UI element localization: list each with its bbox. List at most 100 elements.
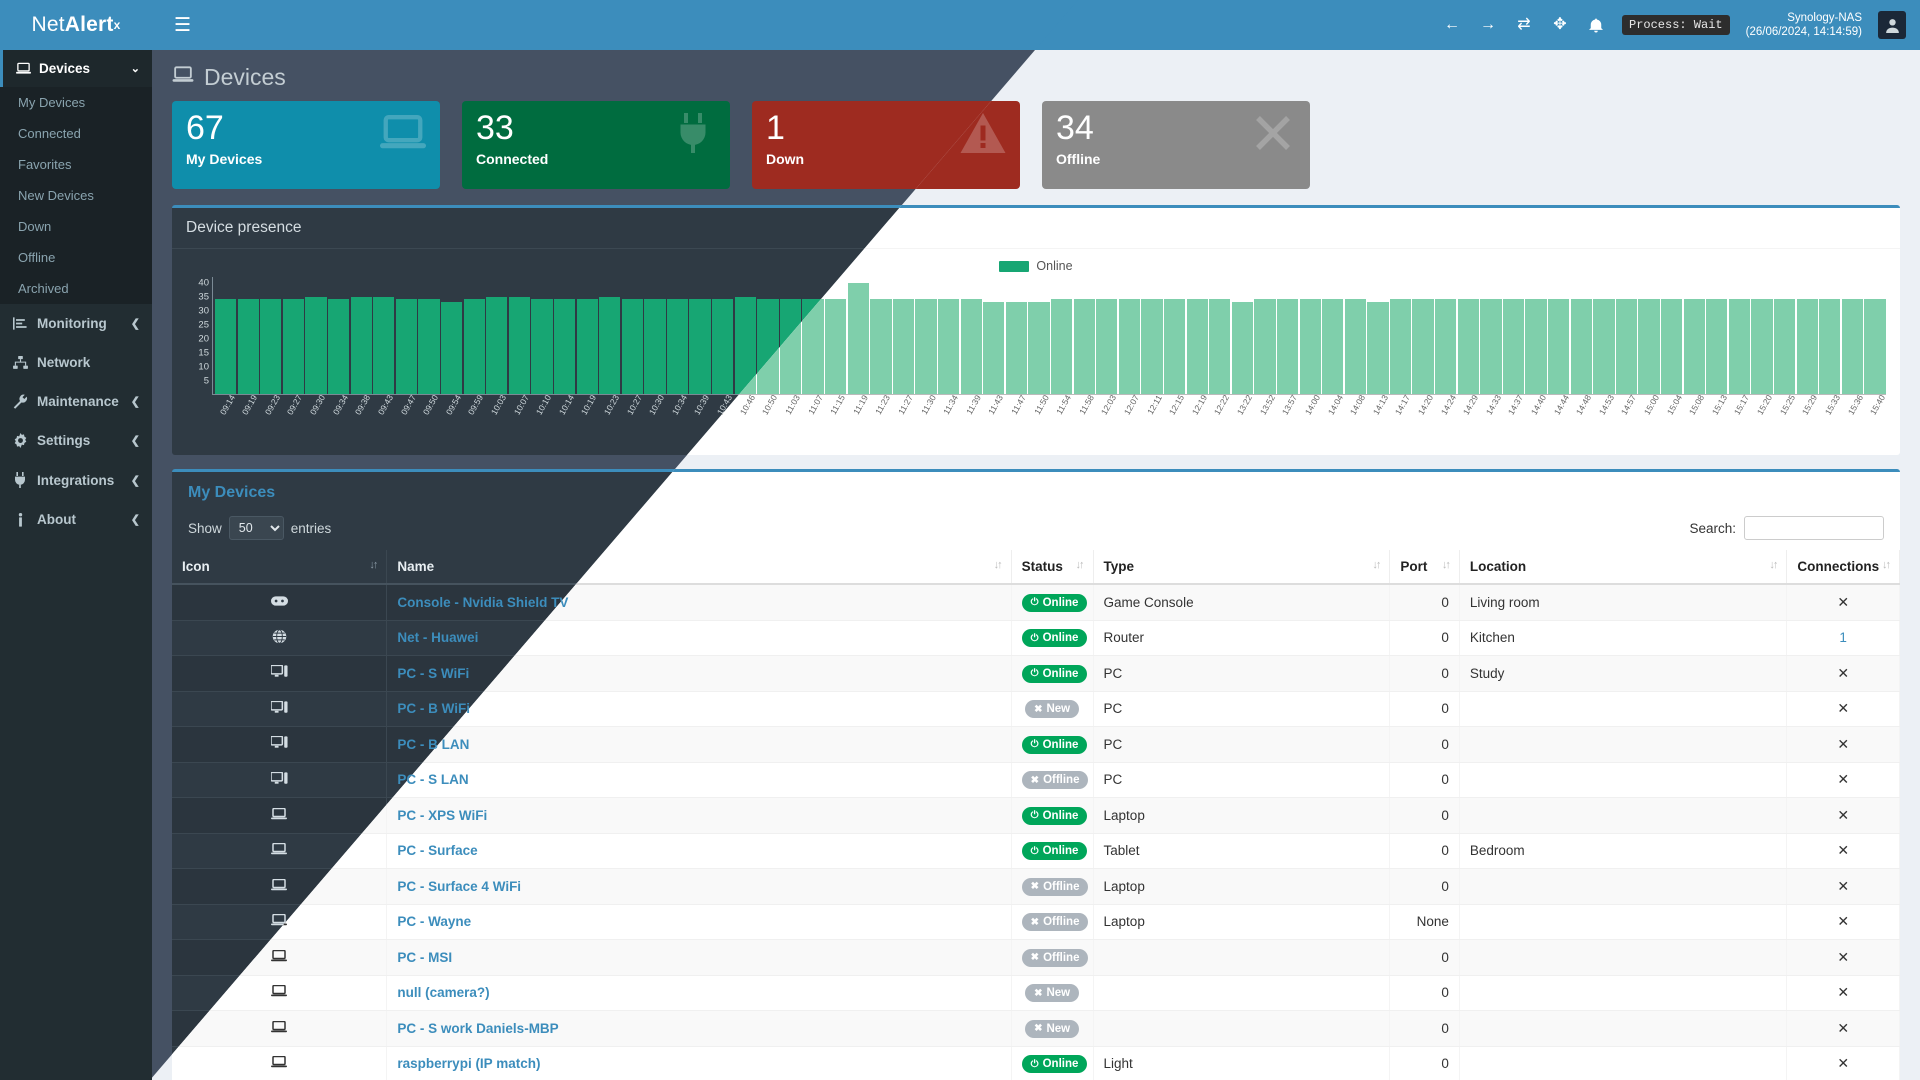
sidebar-subitem-down[interactable]: Down (0, 211, 152, 242)
sidebar-item-monitoring[interactable]: Monitoring ❮ (0, 304, 152, 343)
x-tick-label: 12:19 (1189, 393, 1209, 417)
avatar[interactable] (1878, 11, 1906, 39)
device-name-link[interactable]: PC - S LAN (397, 772, 469, 788)
x-tick-label: 09:50 (420, 393, 441, 417)
sidebar-subitem-new-devices[interactable]: New Devices (0, 180, 152, 211)
device-name-link[interactable]: Console - Nvidia Shield TV (397, 594, 569, 610)
device-name-link[interactable]: raspberrypi (IP match) (397, 1056, 541, 1072)
device-name-link[interactable]: PC - Wayne (397, 914, 472, 930)
search-input[interactable] (1744, 516, 1884, 540)
column-header-port[interactable]: Port ↓↑ (1389, 550, 1460, 585)
device-connections-cell: ✕ (1786, 797, 1900, 834)
device-name-link[interactable]: Net - Huawei (397, 630, 479, 646)
device-name-link[interactable]: PC - S work Daniels-MBP (397, 1020, 559, 1036)
sort-icon[interactable]: ↓↑ (1075, 559, 1085, 571)
back-arrow-icon[interactable]: ← (1444, 16, 1460, 33)
sync-icon[interactable]: ⇄ (1517, 16, 1531, 33)
legend-label-online: Online (1036, 259, 1073, 273)
column-header-conn[interactable]: Connections↓↑ (1786, 550, 1900, 585)
sidebar-item-network[interactable]: Network (0, 343, 152, 382)
sort-icon[interactable]: ↓↑ (1882, 559, 1891, 571)
sidebar-item-settings[interactable]: Settings ❮ (0, 421, 152, 460)
page-title-bar: Devices (152, 50, 1920, 101)
column-header-label: Port (1400, 559, 1428, 574)
device-port-cell: 0 (1389, 584, 1460, 621)
device-location-cell (1459, 975, 1788, 1011)
chevron-left-icon: ❮ (130, 396, 140, 408)
sidebar-subitem-my-devices[interactable]: My Devices (0, 87, 152, 118)
times-icon: ✕ (1837, 664, 1850, 681)
stat-card-value: 1 (766, 109, 785, 147)
laptop-icon (15, 62, 31, 75)
bell-icon[interactable] (1586, 15, 1606, 35)
chart-bar (418, 299, 440, 394)
stat-card-offline[interactable]: 34 Offline (1042, 101, 1310, 189)
globe-icon (272, 629, 287, 647)
times-icon: ✕ (1837, 735, 1850, 752)
move-icon[interactable]: ✥ (1553, 16, 1567, 33)
sort-icon[interactable]: ↓↑ (1372, 559, 1381, 571)
chart-bar (1615, 299, 1638, 394)
device-name-link[interactable]: PC - Surface (397, 843, 478, 859)
x-tick-label: 10:07 (511, 393, 531, 417)
device-icon-cell (172, 691, 388, 727)
sort-icon[interactable]: ↓↑ (993, 559, 1003, 571)
table-row[interactable]: PC - MSI ✖Offline 0 ✕ (172, 939, 1900, 976)
column-header-loc[interactable]: Location ↓↑ (1459, 550, 1788, 585)
forward-arrow-icon[interactable]: → (1480, 16, 1496, 33)
sort-icon[interactable]: ↓↑ (1441, 559, 1451, 571)
device-name-link[interactable]: PC - S WiFi (397, 665, 470, 681)
device-status-cell: ✖New (1011, 1010, 1094, 1047)
laptop-icon (172, 66, 194, 89)
sidebar-item-label: Settings (37, 433, 91, 448)
device-name-link[interactable]: null (camera?) (397, 985, 490, 1001)
sidebar-subitem-connected[interactable]: Connected (0, 118, 152, 149)
table-row[interactable]: PC - B LAN ⏻Online PC0 ✕ (172, 726, 1900, 763)
sidebar-subitem-archived[interactable]: Archived (0, 273, 152, 304)
x-tick: 10:30 (644, 393, 667, 449)
page-length-select[interactable]: 102550100 (228, 516, 284, 540)
sidebar-item-devices[interactable]: Devices ⌄ (0, 50, 152, 87)
chart-bar (1593, 299, 1615, 394)
device-name-link[interactable]: PC - MSI (397, 949, 453, 965)
device-type-cell: PC (1093, 726, 1391, 763)
sidebar-item-maintenance[interactable]: Maintenance ❮ (0, 382, 152, 421)
status-badge-label: New (1046, 703, 1071, 715)
column-header-type[interactable]: Type ↓↑ (1093, 550, 1391, 585)
device-name-link[interactable]: PC - B WiFi (397, 701, 471, 717)
table-row[interactable]: PC - S work Daniels-MBP ✖New 0 ✕ (172, 1010, 1900, 1047)
gamepad-icon (270, 595, 288, 610)
devices-table-header: My Devices (172, 472, 1900, 510)
column-header-status[interactable]: Status ↓↑ (1011, 550, 1094, 585)
times-icon (1250, 113, 1296, 160)
sidebar-item-about[interactable]: About ❮ (0, 500, 152, 539)
connections-link[interactable]: 1 (1839, 630, 1847, 646)
sort-icon[interactable]: ↓↑ (369, 559, 378, 571)
x-tick-label: 10:30 (647, 393, 667, 417)
stat-card-my-devices[interactable]: 67 My Devices (172, 101, 440, 189)
sidebar-subitem-favorites[interactable]: Favorites (0, 149, 152, 180)
sort-icon[interactable]: ↓↑ (1769, 559, 1778, 571)
sidebar-item-integrations[interactable]: Integrations ❮ (0, 460, 152, 500)
x-tick-label: 14:00 (1302, 393, 1322, 417)
stat-card-connected[interactable]: 33 Connected (462, 101, 730, 189)
column-header-label: Connections (1797, 559, 1880, 574)
sidebar-subitem-offline[interactable]: Offline (0, 242, 152, 273)
x-tick: 15:13 (1706, 393, 1729, 449)
table-row[interactable]: null (camera?) ✖New 0 ✕ (172, 975, 1900, 1011)
y-tick-label: 25 (198, 319, 209, 330)
column-header-icon[interactable]: Icon ↓↑ (172, 550, 388, 585)
x-tick-label: 09:14 (217, 393, 237, 417)
device-name-link[interactable]: PC - Surface 4 WiFi (397, 878, 522, 894)
x-tick: 11:23 (870, 393, 892, 449)
x-tick-label: 11:34 (941, 393, 961, 417)
device-name-link[interactable]: PC - XPS WiFi (397, 807, 488, 823)
hamburger-icon[interactable]: ☰ (174, 14, 192, 36)
